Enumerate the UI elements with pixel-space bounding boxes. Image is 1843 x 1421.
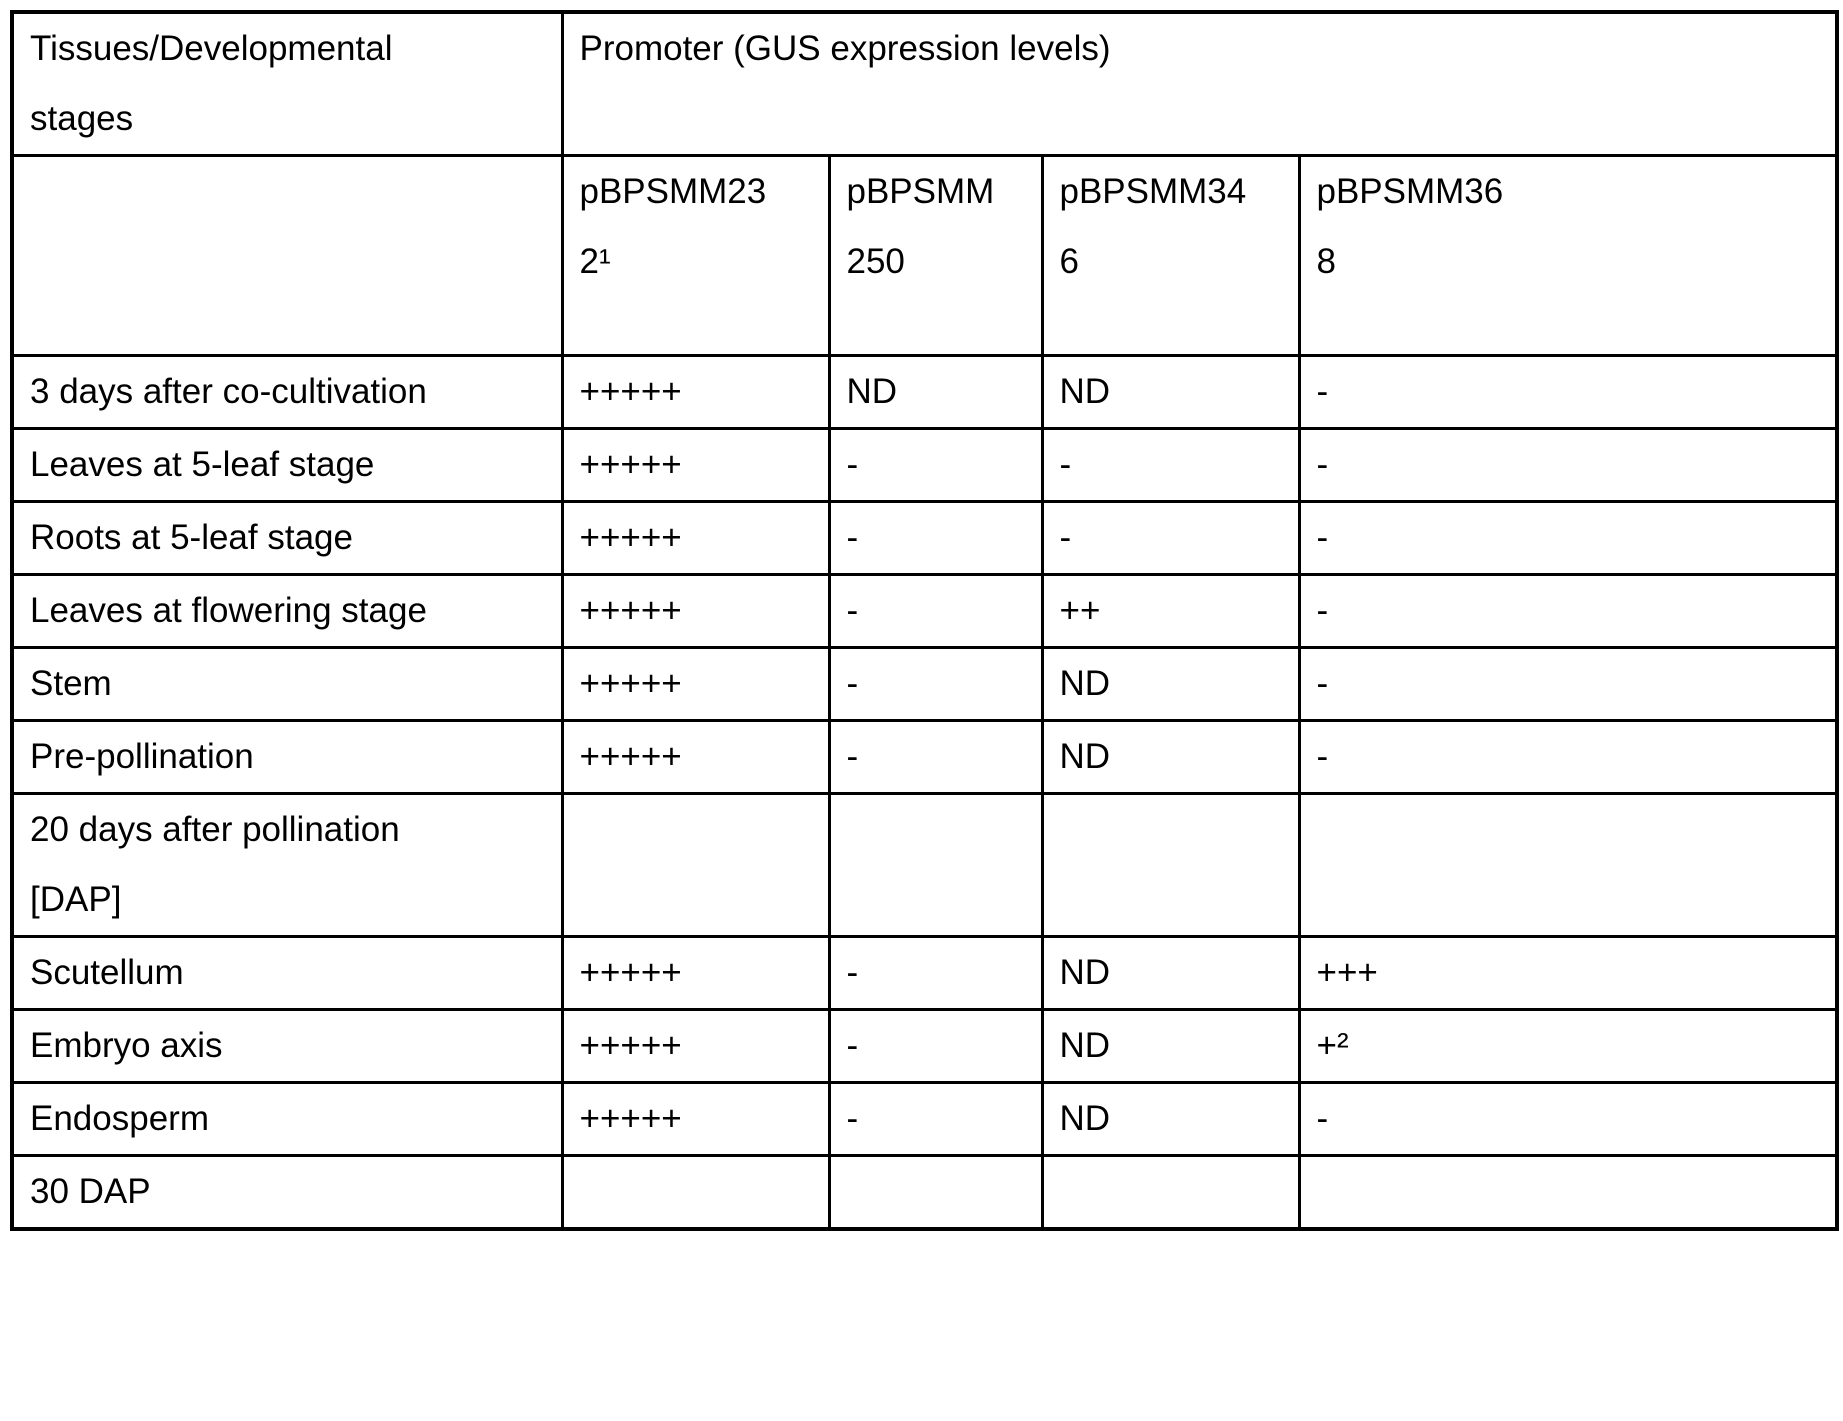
promoter-group-header-cell: Promoter (GUS expression levels) [560,10,1839,157]
value-cell [560,1154,831,1231]
value-cell: - [827,935,1044,1011]
value-cell: ND [1040,1081,1301,1157]
tissue-cell: Embryo axis [10,1008,564,1084]
value-cell: - [827,427,1044,503]
gus-expression-table: Tissues/Developmental stages Promoter (G… [10,10,1839,1231]
promoter-header-cell: pBPSMM 250 [827,154,1044,357]
tissue-cell: 20 days after pollination [DAP] [10,792,564,938]
value-cell: ND [1040,935,1301,1011]
tissue-cell: Endosperm [10,1081,564,1157]
value-cell: ND [1040,719,1301,795]
table-row: Scutellum +++++ - ND +++ [10,935,1839,1011]
value-cell [827,792,1044,938]
promoter-header-cell: pBPSMM36 8 [1297,154,1839,357]
value-cell: +++++ [560,1081,831,1157]
value-cell: - [1297,354,1839,430]
header-row-promoters: pBPSMM23 2¹ pBPSMM 250 pBPSMM34 6 pBPSMM… [10,154,1839,357]
tissues-header-cell: Tissues/Developmental stages [10,10,564,157]
value-cell: - [1297,1081,1839,1157]
value-cell: - [1040,427,1301,503]
promoter-header-cell: pBPSMM34 6 [1040,154,1301,357]
value-cell: +++++ [560,935,831,1011]
value-cell: +++++ [560,500,831,576]
value-cell: ND [1040,354,1301,430]
table-row: Leaves at flowering stage +++++ - ++ - [10,573,1839,649]
table-row: Roots at 5-leaf stage +++++ - - - [10,500,1839,576]
table-row: Pre-pollination +++++ - ND - [10,719,1839,795]
table-row: Leaves at 5-leaf stage +++++ - - - [10,427,1839,503]
value-cell: ND [1040,646,1301,722]
value-cell [1297,792,1839,938]
promoter-header-cell: pBPSMM23 2¹ [560,154,831,357]
tissue-cell: 30 DAP [10,1154,564,1231]
value-cell [1040,1154,1301,1231]
tissue-cell: Leaves at 5-leaf stage [10,427,564,503]
value-cell: - [1297,646,1839,722]
value-cell: +++++ [560,354,831,430]
value-cell: ND [1040,1008,1301,1084]
tissue-cell: Scutellum [10,935,564,1011]
tissue-cell: Pre-pollination [10,719,564,795]
table-row: 20 days after pollination [DAP] [10,792,1839,938]
value-cell: +² [1297,1008,1839,1084]
header-row-group: Tissues/Developmental stages Promoter (G… [10,10,1839,157]
value-cell [1297,1154,1839,1231]
value-cell: ND [827,354,1044,430]
value-cell: - [1297,719,1839,795]
value-cell: - [1040,500,1301,576]
tissue-cell: 3 days after co-cultivation [10,354,564,430]
value-cell: - [1297,427,1839,503]
tissue-cell: Stem [10,646,564,722]
value-cell [827,1154,1044,1231]
table-row: 3 days after co-cultivation +++++ ND ND … [10,354,1839,430]
table-row: Stem +++++ - ND - [10,646,1839,722]
value-cell: - [827,573,1044,649]
value-cell: - [827,719,1044,795]
document-page: Tissues/Developmental stages Promoter (G… [0,10,1843,1421]
table-row: Endosperm +++++ - ND - [10,1081,1839,1157]
value-cell: ++ [1040,573,1301,649]
value-cell: - [1297,500,1839,576]
value-cell: +++++ [560,427,831,503]
value-cell: +++++ [560,573,831,649]
value-cell: +++++ [560,646,831,722]
table-row: Embryo axis +++++ - ND +² [10,1008,1839,1084]
value-cell: +++ [1297,935,1839,1011]
tissue-cell: Roots at 5-leaf stage [10,500,564,576]
empty-header-cell [10,154,564,357]
table-row: 30 DAP [10,1154,1839,1231]
value-cell: - [827,1008,1044,1084]
value-cell: +++++ [560,719,831,795]
value-cell [1040,792,1301,938]
value-cell: +++++ [560,1008,831,1084]
value-cell: - [827,646,1044,722]
value-cell: - [1297,573,1839,649]
tissue-cell: Leaves at flowering stage [10,573,564,649]
value-cell: - [827,500,1044,576]
value-cell [560,792,831,938]
value-cell: - [827,1081,1044,1157]
